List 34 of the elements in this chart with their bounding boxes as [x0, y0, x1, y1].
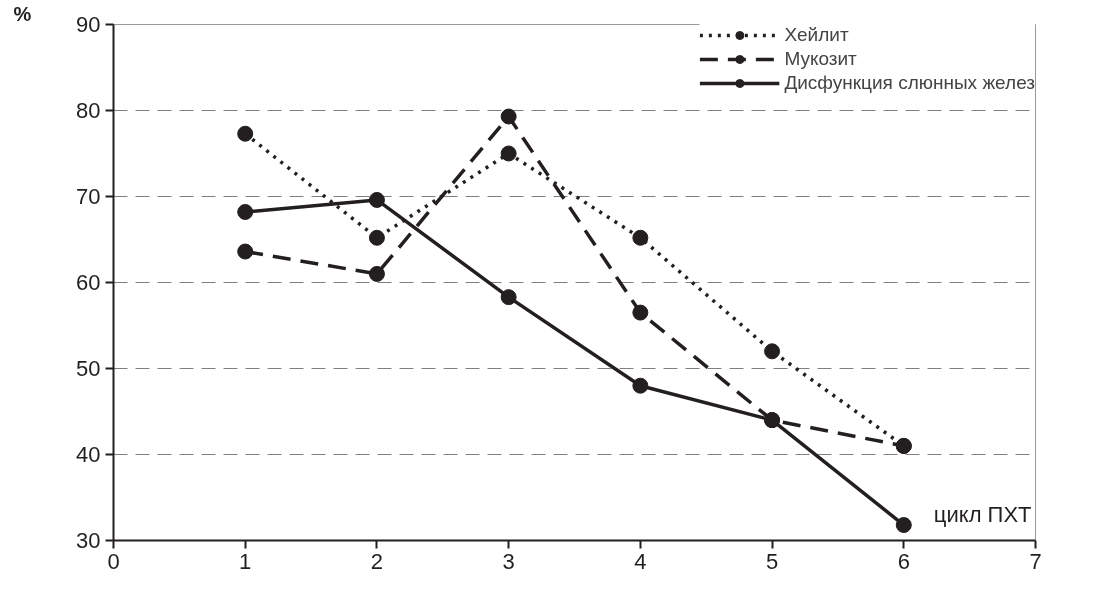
- x-tick-label: 1: [239, 548, 252, 574]
- y-tick-label: 50: [76, 356, 101, 381]
- legend-label: Хейлит: [784, 24, 849, 46]
- y-tick-label: 70: [76, 184, 101, 209]
- y-tick-label: 40: [76, 442, 101, 467]
- x-axis-title: цикл ПХТ: [933, 501, 1032, 527]
- legend-label: Дисфункция слюнных желез: [784, 72, 1035, 94]
- x-tick-label: 2: [370, 548, 384, 574]
- y-tick-label: 80: [76, 98, 101, 123]
- point: [368, 191, 385, 208]
- x-tick-label: 3: [502, 548, 515, 574]
- y-tick-label: 90: [76, 12, 101, 37]
- point: [500, 289, 517, 306]
- x-tick-label: 5: [765, 548, 779, 574]
- y-tick-label: 30: [76, 528, 101, 553]
- point: [500, 108, 517, 125]
- y-tick-label: 60: [76, 270, 101, 295]
- x-tick-label: 0: [107, 548, 120, 574]
- point: [237, 243, 254, 260]
- x-tick-label: 6: [897, 548, 910, 574]
- point: [368, 265, 385, 282]
- point: [632, 377, 649, 394]
- point: [632, 304, 649, 321]
- point: [764, 343, 781, 360]
- point: [237, 203, 254, 220]
- point: [632, 229, 649, 246]
- point: [237, 125, 254, 142]
- x-tick-label: 7: [1029, 548, 1042, 574]
- x-tick-label: 4: [634, 548, 647, 574]
- y-axis-title: %: [13, 2, 32, 25]
- point: [895, 517, 912, 534]
- legend-label: Мукозит: [784, 48, 857, 70]
- point: [368, 229, 385, 246]
- point: [500, 145, 517, 162]
